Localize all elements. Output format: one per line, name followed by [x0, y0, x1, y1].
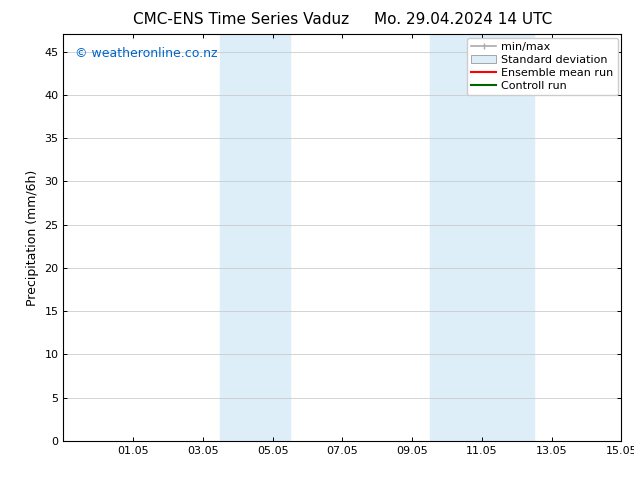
Text: © weatheronline.co.nz: © weatheronline.co.nz: [75, 47, 217, 59]
Y-axis label: Precipitation (mm/6h): Precipitation (mm/6h): [26, 170, 39, 306]
Bar: [429, 34, 534, 441]
Text: CMC-ENS Time Series Vaduz: CMC-ENS Time Series Vaduz: [133, 12, 349, 27]
Bar: [221, 34, 290, 441]
Legend: min/max, Standard deviation, Ensemble mean run, Controll run: min/max, Standard deviation, Ensemble me…: [467, 38, 618, 95]
Text: Mo. 29.04.2024 14 UTC: Mo. 29.04.2024 14 UTC: [373, 12, 552, 27]
